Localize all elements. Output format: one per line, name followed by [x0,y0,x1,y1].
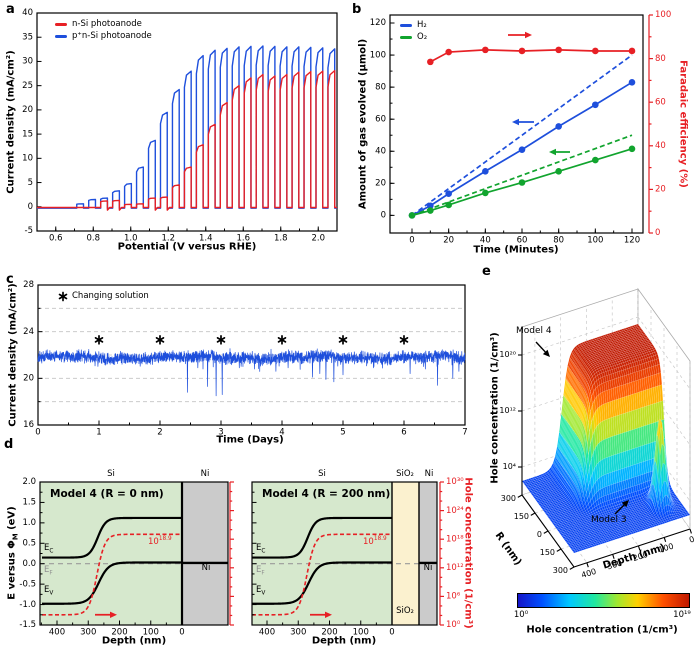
panel-d2-model-title: Model 4 (R = 200 nm) [262,488,391,500]
panel-a-plot-canvas [0,0,350,268]
panel-d2-region-label-ni: Ni [424,469,434,479]
panel-c-y-axis-title: Current density (mA/cm²) [7,283,19,427]
panel-d1-ec-label: EC [44,543,54,555]
panel-d1-metal-label: Ni [201,563,211,573]
panel-e-letter: e [482,264,491,279]
panel-d2-region-label-si: Si [318,469,326,479]
panel-b-legend-item-o2: O₂ [400,32,427,42]
panel-d2-oxide-label: SiO₂ [396,606,414,616]
panel-d1-region-label-ni: Ni [200,469,210,479]
panel-c-legend-label: Changing solution [72,291,149,301]
panel-e-annotation-model3: Model 3 [591,515,627,525]
panel-d2-hole-conc-value: 1018.9 [363,536,387,547]
panel-a-legend-item-pnsi: p⁺n-Si photoanode [55,31,152,41]
panel-d2-ec-label: EC [256,543,266,555]
panel-d1-model-title: Model 4 (R = 0 nm) [50,488,164,500]
panel-a-y-axis-title: Current density (mA/cm²) [5,50,17,194]
panel-e-annotation-model4: Model 4 [516,326,552,336]
panel-a-letter: a [6,2,15,17]
colorbar-max-label: 10¹⁹ [673,610,691,620]
panel-b-y2-axis-title: Faradaic efficiency (%) [677,60,689,188]
o2-legend-label: O₂ [417,32,428,42]
panel-b: b Amount of gas evolved (μmol) Time (Min… [350,0,700,268]
panel-d-plot-canvas [0,437,478,652]
panel-b-letter: b [352,2,362,17]
panel-c-plot-canvas [0,268,478,450]
panel-d2-metal-label: Ni [423,563,433,573]
panel-e-plot-canvas [478,258,700,652]
panel-d-y-axis-title: E versus ΦM (eV) [6,506,20,600]
panel-d-y2-axis-title: Hole concentration (1/cm³) [462,477,474,629]
panel-b-y-axis-title: Amount of gas evolved (μmol) [357,38,369,210]
panel-d-letter: d [4,437,14,452]
pnsi-legend-label: p⁺n-Si photoanode [72,31,152,41]
colorbar-min-label: 10⁰ [513,610,529,620]
pnsi-legend-swatch [55,34,67,38]
panel-e: e Hole concentration (1/cm³) R (nm) Dept… [478,258,700,652]
o2-legend-swatch [400,35,412,39]
panel-d2-ef-label: EF [256,565,265,577]
nsi-legend-swatch [55,22,67,26]
panel-b-plot-canvas [350,0,700,268]
panel-a: a Current density (mA/cm²) Potential (V … [0,0,350,268]
panel-c: c Current density (mA/cm²) Time (Days) C… [0,268,478,450]
colorbar-title: Hole concentration (1/cm³) [526,624,678,636]
panel-d2-region-label-sio2: SiO₂ [396,469,414,479]
h2-legend-label: H₂ [417,20,427,30]
panel-c-letter: c [6,272,14,287]
h2-legend-swatch [400,23,412,27]
panel-d1-ev-label: EV [44,585,54,597]
panel-d: d E versus ΦM (eV) Model 4 (R = 0 nm) Si… [0,437,478,652]
panel-e-z-axis-title: Hole concentration (1/cm³) [489,332,501,484]
panel-d1-region-label-si: Si [107,469,115,479]
colorbar-gradient [517,593,690,608]
panel-d1-ef-label: EF [44,565,53,577]
panel-a-x-axis-title: Potential (V versus RHE) [117,241,257,253]
panel-b-x-axis-title: Time (Minutes) [473,244,559,256]
panel-b-legend-item-h2: H₂ [400,20,427,30]
nsi-legend-label: n-Si photoanode [72,19,142,29]
panel-d2-x-axis-title: Depth (nm) [311,635,377,647]
panel-d2-ev-label: EV [256,585,266,597]
panel-d1-x-axis-title: Depth (nm) [101,635,167,647]
panel-d1-hole-conc-value: 1018.9 [148,536,172,547]
panel-a-legend-item-nsi: n-Si photoanode [55,19,142,29]
